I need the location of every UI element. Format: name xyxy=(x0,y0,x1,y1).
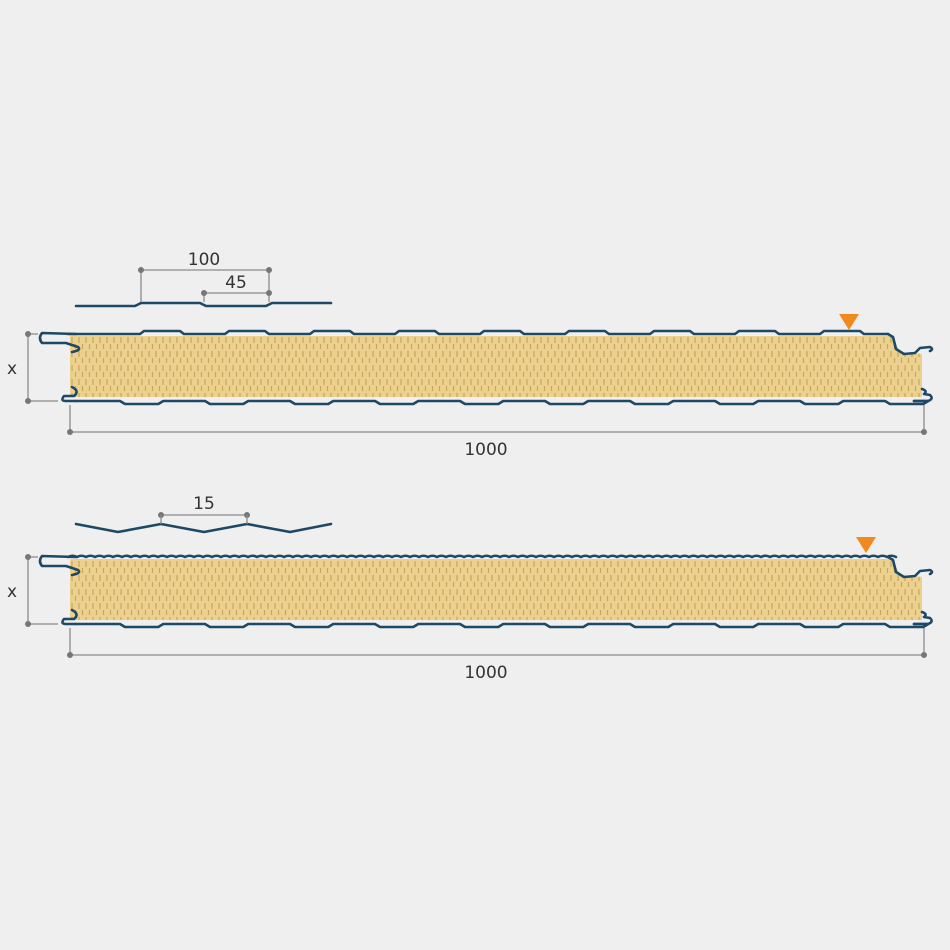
thickness-end xyxy=(25,331,31,337)
width-dimension-end xyxy=(67,652,73,658)
left-joint-top xyxy=(38,331,81,354)
width-dimension-end xyxy=(67,429,73,435)
pitch-label-15: 15 xyxy=(193,494,215,514)
panel-2 xyxy=(25,512,934,658)
thickness-label-x: x xyxy=(7,359,17,379)
top-skin xyxy=(66,329,890,336)
left-joint-bottom xyxy=(61,385,78,403)
foam-core xyxy=(70,559,922,620)
foam-core xyxy=(70,336,922,397)
pitch-dimension-100-end xyxy=(138,267,144,273)
rib-width-label-45: 45 xyxy=(225,273,247,293)
orientation-marker-icon xyxy=(856,537,876,553)
left-joint-bottom xyxy=(61,608,78,626)
top-skin xyxy=(66,554,898,559)
bottom-skin xyxy=(74,622,930,629)
width-label-1000: 1000 xyxy=(464,440,507,460)
right-joint-top xyxy=(886,555,934,579)
orientation-marker-icon xyxy=(839,314,859,330)
thickness-end xyxy=(25,621,31,627)
panel-1 xyxy=(25,267,934,435)
right-joint-bottom xyxy=(912,610,933,626)
left-joint-top xyxy=(38,554,81,577)
profile-detail-micro xyxy=(74,522,333,534)
profile-detail-trapezoid xyxy=(74,301,333,308)
pitch-dimension-100-end xyxy=(266,267,272,273)
bottom-skin xyxy=(74,399,930,406)
thickness-end xyxy=(25,398,31,404)
width-dimension-end xyxy=(921,429,927,435)
right-joint-bottom xyxy=(912,387,933,403)
thickness-label-x-2: x xyxy=(7,582,17,602)
width-label-1000-2: 1000 xyxy=(464,663,507,683)
rib-width-dimension-45-end xyxy=(266,290,272,296)
right-joint-top xyxy=(886,332,934,356)
pitch-label-100: 100 xyxy=(188,250,220,270)
rib-width-dimension-45-end xyxy=(201,290,207,296)
width-dimension-end xyxy=(921,652,927,658)
thickness-end xyxy=(25,554,31,560)
